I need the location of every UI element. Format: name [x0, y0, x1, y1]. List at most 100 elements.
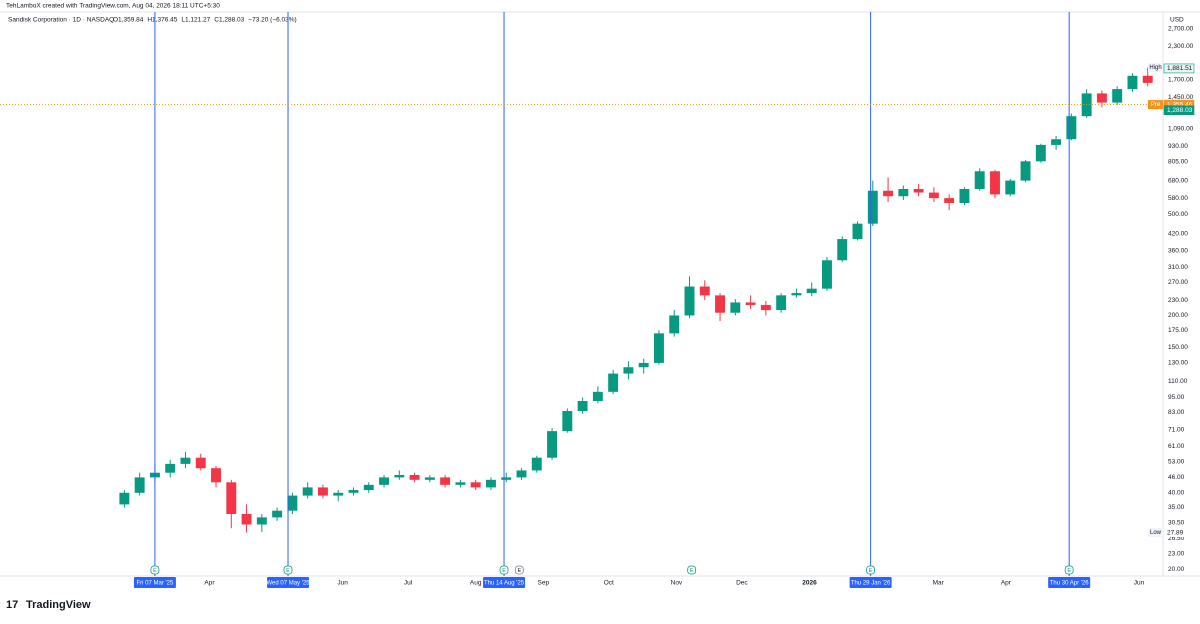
y-tick-label: 61.00: [1168, 443, 1185, 450]
y-tick-label: 1,700.00: [1168, 76, 1194, 83]
earnings-marker: [499, 565, 509, 575]
candle-body: [623, 367, 634, 374]
y-tick-label: 2,700.00: [1168, 25, 1194, 32]
event-label-box: [133, 577, 176, 588]
candle-body: [440, 477, 451, 485]
candle-body: [302, 487, 313, 496]
x-tick-label: Mar: [933, 580, 945, 587]
event-label-box: [1048, 577, 1091, 588]
candle-body: [287, 495, 298, 511]
y-tick-label: 1,090.00: [1168, 125, 1194, 132]
price-label-box: [1163, 105, 1195, 115]
price-label-box: [1163, 63, 1195, 74]
earnings-marker-label: E: [153, 568, 157, 574]
y-tick-label: 26.50: [1168, 535, 1185, 542]
x-tick-label: Jun: [1134, 580, 1145, 587]
candle-body: [455, 482, 466, 485]
x-tick-label: Sep: [538, 580, 550, 587]
candle-body: [211, 468, 221, 483]
candle-body: [348, 490, 359, 493]
y-tick-label: 1,450.00: [1168, 94, 1194, 101]
candle-body: [760, 304, 771, 311]
footer-logo: TradingView: [26, 599, 91, 611]
candle-body: [119, 492, 130, 505]
event-label: Thu 29 Jan '26: [851, 581, 891, 587]
price-tag-box: [1148, 63, 1163, 73]
candle-body: [867, 190, 878, 224]
event-label: Fri 07 Mar '25: [137, 581, 174, 587]
price-tag: Pre: [1151, 102, 1161, 108]
candle-body: [134, 477, 145, 493]
candle-body: [638, 362, 649, 368]
earnings-marker: [283, 565, 293, 575]
earnings-marker-label: E: [690, 568, 694, 574]
y-tick-label: 71.00: [1168, 426, 1185, 433]
candle-body: [913, 189, 924, 193]
event-label: Thu 14 Aug '25: [484, 581, 525, 587]
candle-body: [1051, 139, 1062, 145]
candle-body: [669, 315, 680, 334]
candle-body: [1096, 93, 1107, 103]
y-tick-label: 46.00: [1168, 474, 1185, 481]
candle-body: [333, 492, 344, 496]
y-tick-label: 20.00: [1168, 566, 1185, 573]
currency: USD: [1170, 17, 1184, 24]
candle-body: [516, 470, 527, 478]
event-label: Thu 30 Apr '26: [1050, 581, 1090, 587]
y-tick-label: 175.00: [1168, 327, 1188, 334]
price-tag: High: [1149, 65, 1161, 71]
chart-title: Sandisk Corporation · 1D · NASDAQ: [8, 17, 114, 24]
candle-body: [684, 286, 695, 316]
candle-body: [547, 431, 558, 458]
earnings-marker: [150, 565, 160, 575]
x-tick-label: Apr: [204, 580, 215, 587]
candle-body: [317, 487, 328, 496]
candle-body: [791, 293, 802, 296]
candle-body: [165, 463, 176, 473]
earnings-marker-label: E: [502, 568, 506, 574]
y-tick-label: 420.00: [1168, 230, 1188, 237]
candle-body: [822, 260, 832, 289]
candle-body: [180, 457, 191, 464]
candle-body: [928, 192, 939, 199]
candle-body: [990, 171, 1000, 195]
legend-value: O1,359.84: [113, 17, 144, 24]
candle-body: [1127, 75, 1138, 90]
y-tick-label: 150.00: [1168, 344, 1188, 351]
legend-value: L1,121.27: [181, 17, 210, 24]
candle-body: [241, 513, 252, 525]
x-tick-label: Jun: [337, 580, 348, 587]
x-tick-label: Nov: [671, 580, 683, 587]
candle-body: [715, 295, 726, 313]
earnings-marker-label: E: [1067, 568, 1071, 574]
candle-body: [776, 295, 787, 311]
candle-body: [837, 239, 848, 261]
earnings-marker: [1064, 565, 1074, 575]
event-label-box: [849, 577, 892, 588]
earnings-marker-label: E: [286, 568, 290, 574]
legend-value: −73.20 (−6.03%): [248, 17, 296, 24]
candle-body: [272, 510, 283, 518]
candle-body: [424, 477, 435, 480]
candle-body: [653, 333, 664, 363]
candle-body: [1020, 161, 1031, 181]
y-tick-label: 500.00: [1168, 211, 1188, 218]
y-tick-label: 930.00: [1168, 143, 1188, 150]
candle-body: [409, 475, 420, 480]
candle-body: [531, 457, 542, 471]
candle-body: [1005, 180, 1016, 195]
earnings-marker: [687, 565, 697, 575]
y-tick-label: 2,300.00: [1168, 43, 1194, 50]
x-tick-label: 2026: [802, 580, 817, 587]
x-tick-label: Oct: [604, 580, 614, 587]
candle-body: [226, 482, 237, 514]
event-label-box: [483, 577, 526, 588]
earnings-marker-label: E: [869, 568, 873, 574]
candle-body: [806, 288, 817, 294]
y-tick-label: 40.00: [1168, 490, 1185, 497]
candle-body: [592, 391, 603, 402]
y-tick-label: 680.00: [1168, 177, 1188, 184]
candle-body: [501, 477, 512, 480]
candle-body: [608, 373, 619, 392]
